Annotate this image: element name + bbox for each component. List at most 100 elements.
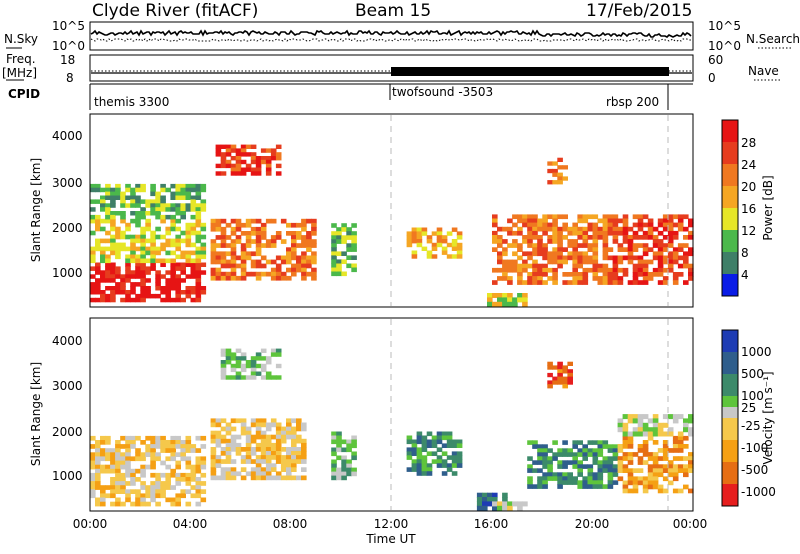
velocity-cell-r1 [265,422,272,428]
power-cell-r2 [155,214,161,220]
power-cell-r3 [286,222,292,228]
velocity-cell-r1 [291,438,297,444]
velocity-cell-r0 [155,444,161,449]
velocity-cell-r9 [622,435,629,441]
velocity-cell-r0 [170,472,176,478]
velocity-cell-r3 [341,447,347,453]
power-cell-r8 [602,251,609,257]
power-cell-r4 [250,167,257,172]
power-cell-r8 [562,214,568,220]
power-cell-r3 [250,271,257,277]
power-cell-r4 [255,159,262,165]
power-cell-r8 [537,243,543,248]
power-cell-r6 [451,242,458,248]
power-cell-r8 [577,235,583,240]
vel-cbar-neg100: -100 [741,441,768,455]
velocity-cell-r7 [552,452,558,457]
power-cell-r1 [130,250,136,256]
power-cell-r3 [301,263,307,269]
power-cell-r4 [235,152,242,157]
velocity-cell-r0 [185,464,192,470]
power-cell-r0 [185,290,192,295]
velocity-cell-r3 [331,459,337,465]
power-cell-r6 [456,242,463,248]
power-cell-r3 [270,239,277,244]
power-cell-r1 [175,218,181,224]
time-tick-4: 16:00 [474,517,509,531]
velocity-cell-r0 [95,477,101,482]
power-cell-r4 [220,144,227,149]
power-cell-r8 [597,230,604,236]
velocity-cell-r9 [677,448,684,453]
velocity-cell-r2 [275,363,282,369]
power-cell-r8 [522,267,528,273]
velocity-cell-r1 [245,451,252,456]
velocity-cell-r0 [105,464,111,470]
power-cbar-20: 20 [741,180,756,194]
power-cell-r10 [657,251,664,257]
power-cell-r10 [642,247,649,252]
power-cell-r5 [331,239,337,244]
velocity-cell-r4 [406,455,413,460]
power-cell-r10 [672,280,679,285]
power-cell-r0 [195,290,202,295]
velocity-cell-r0 [110,452,116,457]
time-tick-5: 20:00 [575,517,610,531]
power-cell-r2 [100,187,106,193]
power-cell-r8 [602,239,609,244]
power-cell-r2 [110,203,116,208]
power-cell-r10 [637,259,644,265]
power-cell-r0 [175,293,181,299]
power-cell-r3 [220,275,227,281]
velocity-cell-r7 [527,468,533,473]
power-cell-r8 [537,218,543,224]
velocity-cell-r7 [542,484,548,489]
velocity-cell-r0 [195,501,202,507]
velocity-cell-r0 [175,440,181,445]
power-cell-r7 [522,301,528,307]
velocity-cell-r4 [416,467,423,472]
power-cell-r1 [195,254,202,260]
velocity-cell-r1 [255,442,262,448]
velocity-cell-r3 [351,435,357,441]
power-cell-r10 [657,218,664,224]
power-cell-r2 [200,187,207,193]
power-cell-r3 [220,226,227,232]
velocity-cell-r0 [115,477,121,482]
power-cell-r8 [602,276,609,281]
velocity-cell-r4 [426,451,433,456]
velocity-cell-r0 [110,464,116,470]
velocity-cell-r9 [683,484,689,490]
power-cell-r5 [341,271,347,277]
power-cell-r1 [190,226,197,232]
velocity-cell-r4 [456,443,463,448]
power-cell-r6 [436,227,443,232]
power-cell-r1 [140,254,146,260]
velocity-cell-r0 [190,493,197,499]
velocity-cell-r4 [441,443,448,448]
velocity-cell-r6 [522,501,528,507]
velocity-cell-r3 [346,447,352,453]
power-cell-r8 [577,276,583,281]
power-cell-r5 [336,235,342,240]
velocity-cell-r7 [527,440,533,445]
power-cell-r1 [140,258,146,264]
velocity-cell-r10 [657,427,664,433]
power-cell-r0 [120,290,126,295]
power-cell-r10 [677,263,684,269]
velocity-cell-r7 [567,460,573,465]
velocity-cell-r0 [125,444,131,449]
velocity-cell-r7 [592,472,599,477]
power-cell-r4 [250,144,257,149]
power-cell-r0 [190,274,197,279]
power-cell-r10 [688,267,694,273]
power-cell-r8 [547,251,553,257]
velocity-cell-r8 [547,384,553,389]
velocity-cell-r1 [286,422,292,428]
velocity-cell-r1 [255,434,262,440]
velocity-cell-r3 [346,443,352,449]
velocity-cell-r0 [125,497,131,503]
power-cell-r0 [140,293,146,299]
velocity-cell-r9 [627,488,634,494]
velocity-cell-r9 [652,476,659,482]
